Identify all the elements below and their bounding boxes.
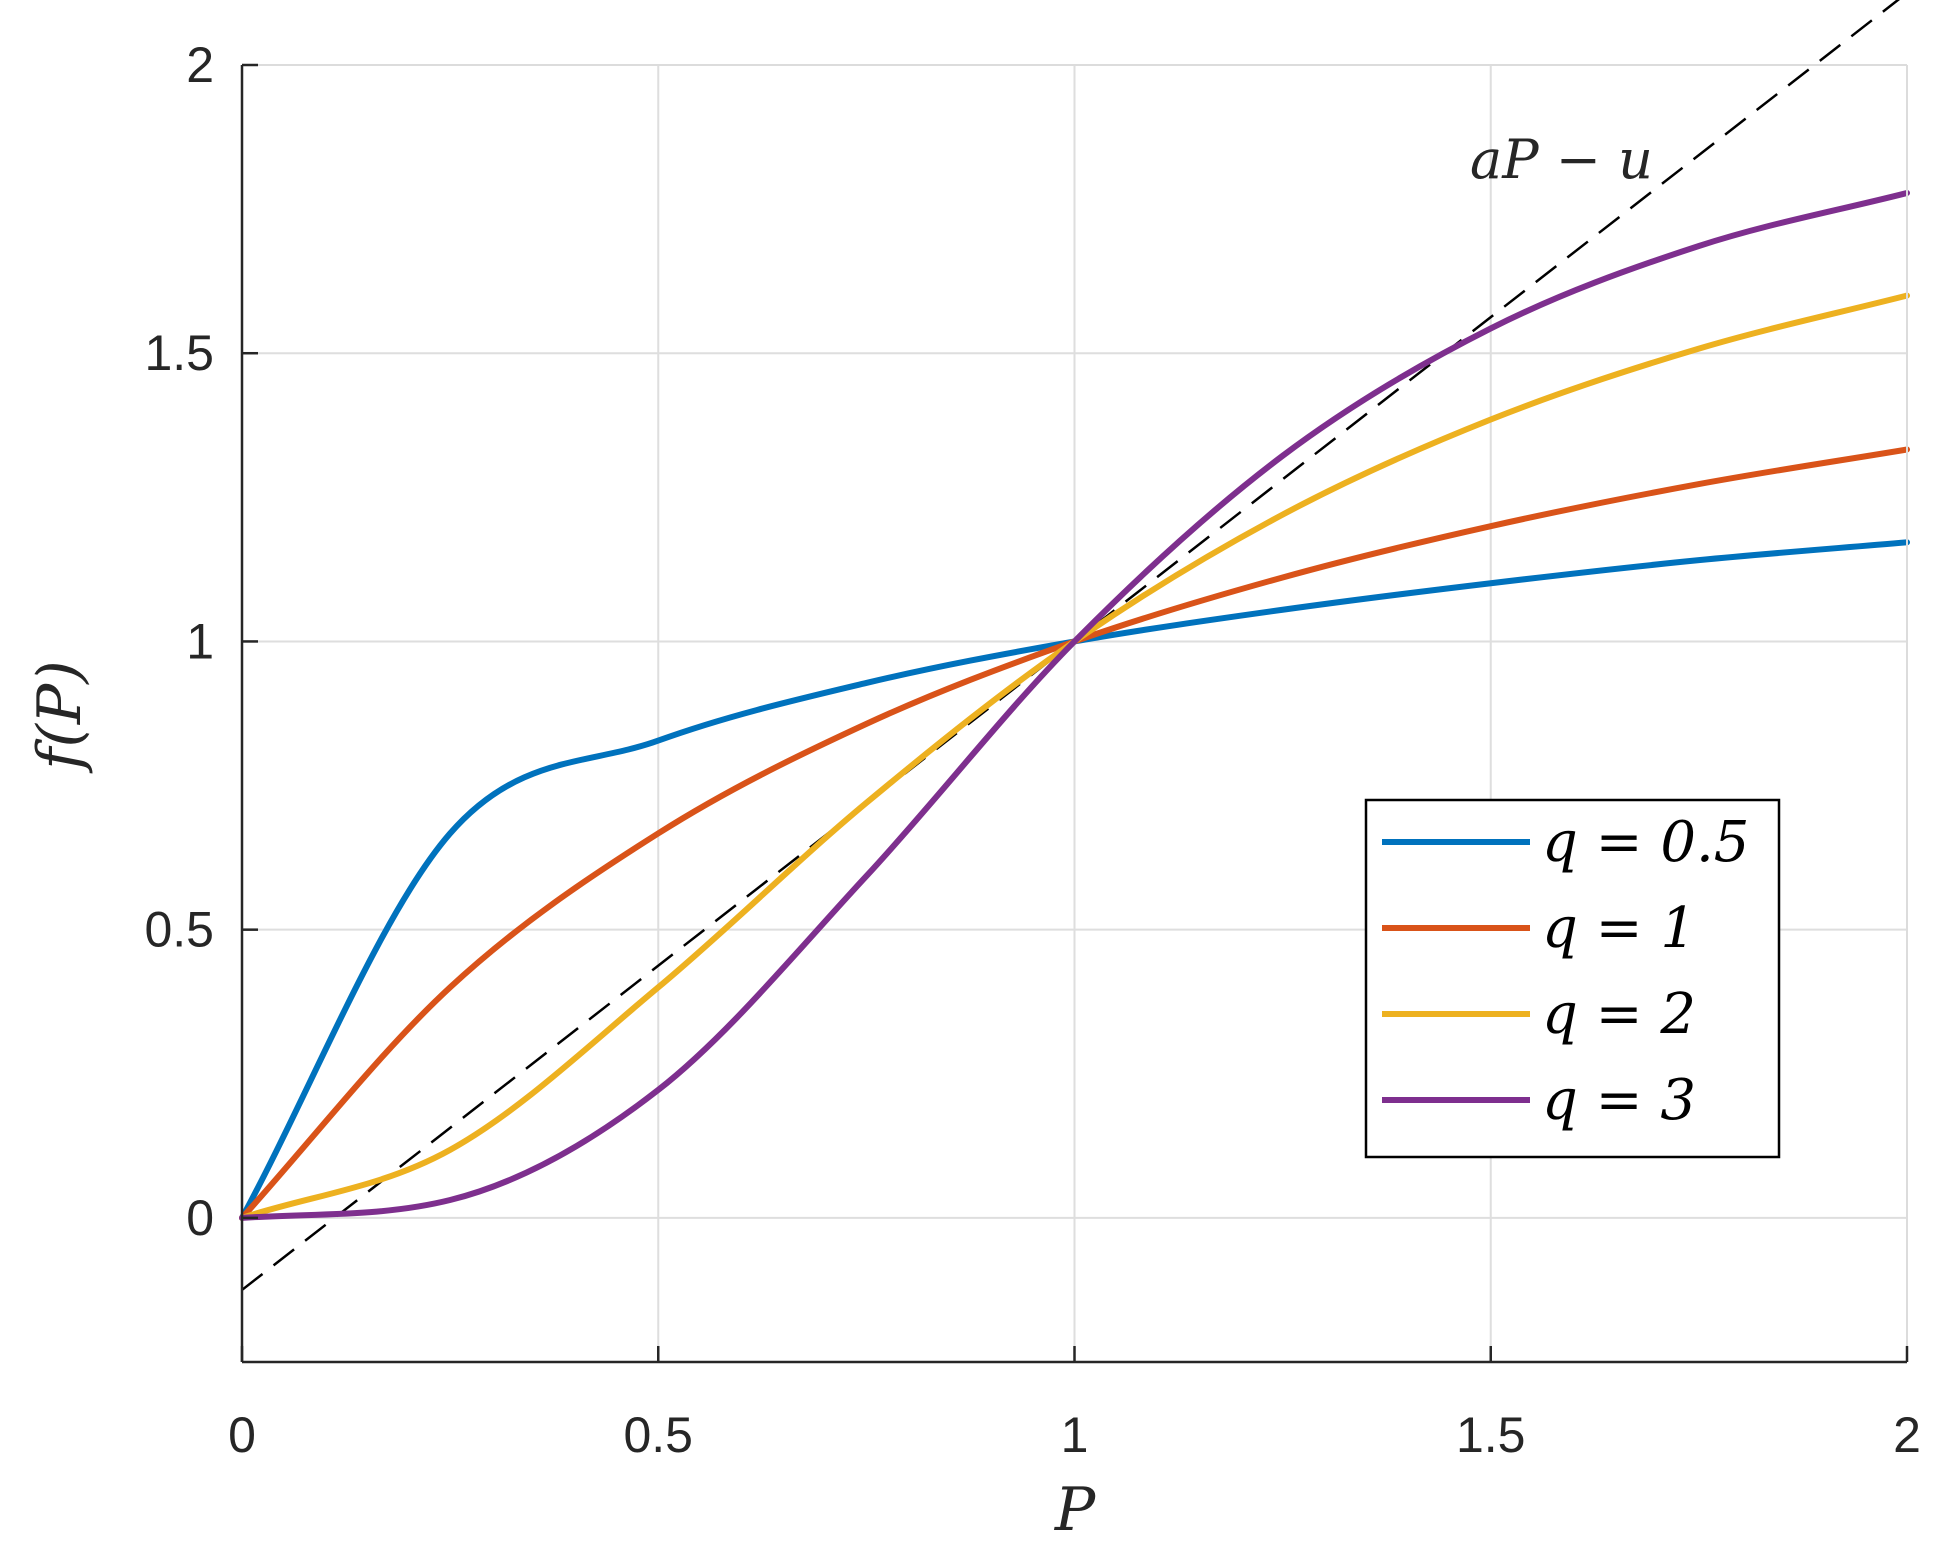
x-tick-label: 2 (1893, 1407, 1921, 1463)
legend-label: q = 0.5 (1542, 810, 1749, 875)
y-tick-label: 1.5 (144, 325, 214, 381)
x-tick-label: 0 (228, 1407, 256, 1463)
legend-item: q = 1 (1382, 896, 1696, 961)
x-tick-labels: 0 0.5 1 1.5 2 (228, 1407, 1921, 1463)
legend-item: q = 2 (1382, 982, 1696, 1047)
legend-label: q = 3 (1542, 1068, 1696, 1133)
x-tick-label: 0.5 (623, 1407, 693, 1463)
series-line-q-0-5 (239, 539, 1910, 1221)
y-tick-label: 0.5 (144, 902, 214, 958)
series-line-q-3 (239, 189, 1910, 1221)
y-axis-label: f(P) (25, 660, 95, 773)
y-tick-label: 2 (186, 37, 214, 93)
legend-label: q = 1 (1542, 896, 1696, 961)
y-tick-label: 0 (186, 1190, 214, 1246)
legend-item: q = 0.5 (1382, 810, 1749, 875)
y-tick-label: 1 (186, 613, 214, 669)
axes (240, 63, 1909, 1364)
x-axis-label: P (1054, 1475, 1097, 1545)
series-lines (239, 189, 1910, 1221)
series-line-q-1 (239, 446, 1910, 1221)
legend-label: q = 2 (1542, 982, 1696, 1047)
x-tick-label: 1.5 (1456, 1407, 1526, 1463)
legend-item: q = 3 (1382, 1068, 1696, 1133)
legend: q = 0.5 q = 1 q = 2 q = 3 (1364, 798, 1781, 1159)
reference-line-label: aP − u (1470, 128, 1653, 191)
y-tick-labels: 0 0.5 1 1.5 2 (144, 37, 214, 1246)
x-tick-label: 1 (1061, 1407, 1089, 1463)
